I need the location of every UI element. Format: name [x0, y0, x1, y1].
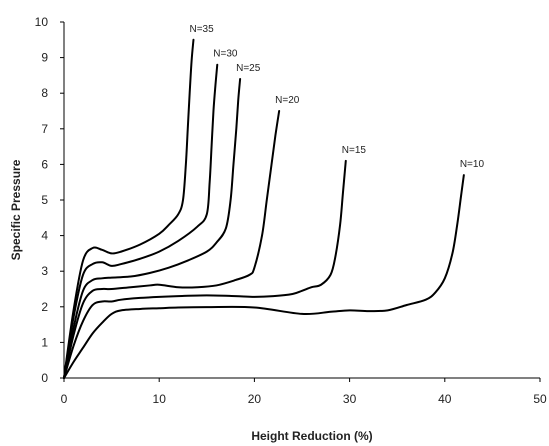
y-tick-label: 2	[41, 300, 48, 314]
y-tick-label: 5	[41, 193, 48, 207]
y-ticks: 0 1 2 3 4 5 6 7 8 9 10	[35, 15, 64, 385]
y-tick-label: 7	[41, 122, 48, 136]
y-tick-label: 6	[41, 157, 48, 171]
axes	[63, 22, 540, 379]
series-labels: N=10 N=15 N=20 N=25 N=30 N=35	[189, 24, 484, 170]
y-tick-label: 8	[41, 86, 48, 100]
series-line-n10	[63, 174, 465, 379]
y-tick-label: 0	[41, 371, 48, 385]
x-tick-label: 0	[61, 392, 68, 406]
y-tick-label: 10	[35, 15, 49, 29]
series-label-n25: N=25	[236, 63, 261, 74]
x-tick-label: 10	[153, 392, 167, 406]
series-group	[63, 38, 465, 379]
series-line-n20	[63, 110, 281, 379]
series-label-n10: N=10	[460, 159, 485, 170]
x-axis-title: Height Reduction (%)	[251, 429, 372, 443]
y-tick-label: 3	[41, 264, 48, 278]
series-line-n15	[63, 159, 347, 379]
series-label-n30: N=30	[213, 49, 238, 60]
series-line-n30	[63, 63, 219, 379]
y-tick-label: 1	[41, 335, 48, 349]
x-tick-label: 20	[248, 392, 262, 406]
y-axis-title: Specific Pressure	[9, 159, 23, 260]
y-tick-label: 4	[41, 229, 48, 243]
series-label-n20: N=20	[275, 95, 300, 106]
x-tick-label: 50	[533, 392, 547, 406]
x-tick-label: 40	[438, 392, 452, 406]
x-tick-label: 30	[343, 392, 357, 406]
x-ticks: 0 10 20 30 40 50	[61, 378, 547, 406]
series-label-n15: N=15	[342, 145, 367, 156]
series-line-n35	[63, 38, 195, 379]
series-label-n35: N=35	[189, 24, 214, 35]
y-tick-label: 9	[41, 51, 48, 65]
series-line-n25	[63, 77, 242, 379]
